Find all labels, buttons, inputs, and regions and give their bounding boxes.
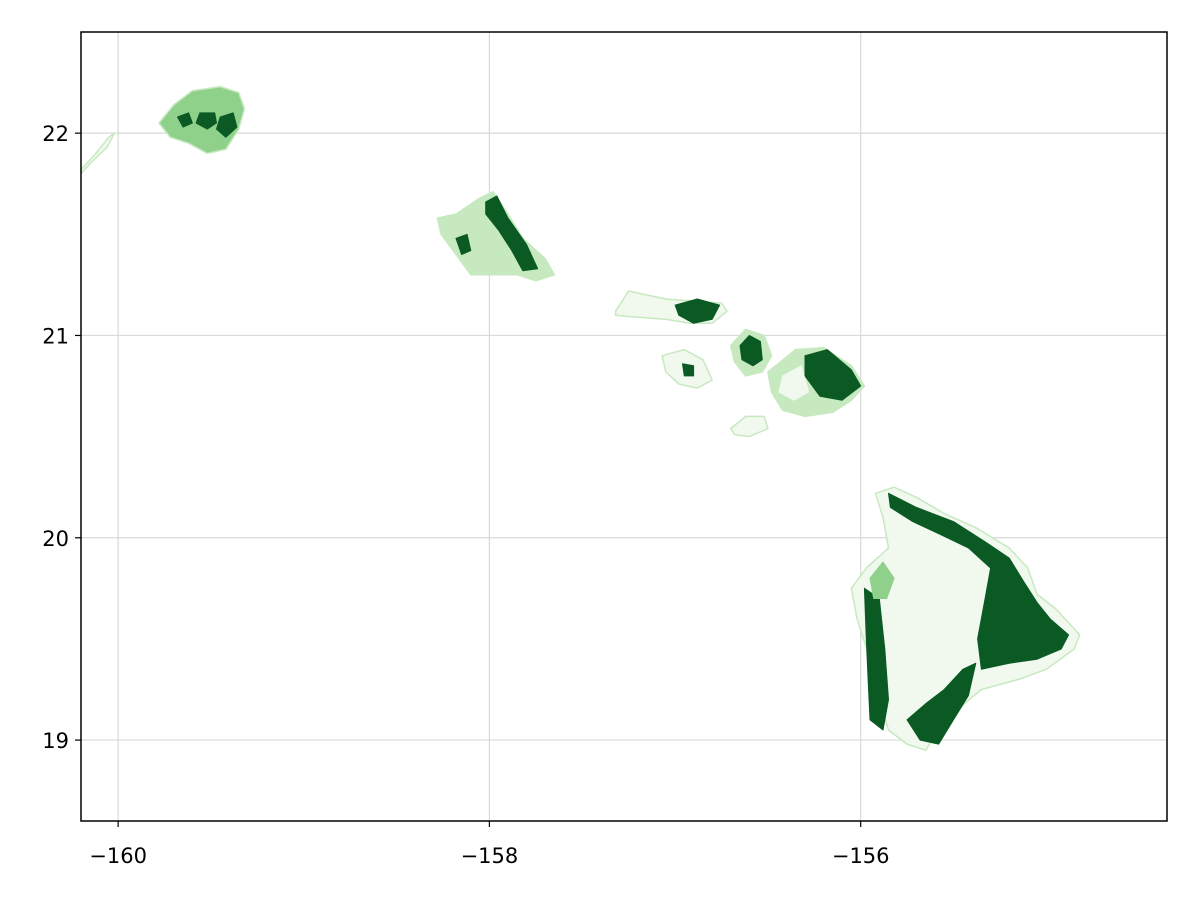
vegetation-patch bbox=[888, 492, 1070, 670]
vegetation-patch bbox=[906, 662, 977, 745]
grid-lines bbox=[81, 32, 1167, 821]
vegetation-patch bbox=[485, 195, 539, 272]
x-tick-label: −160 bbox=[89, 844, 147, 868]
plot-frame bbox=[80, 31, 1168, 822]
x-tick-label: −156 bbox=[832, 844, 890, 868]
island-kauai bbox=[158, 85, 246, 155]
island-oahu bbox=[436, 191, 556, 282]
axis-ticks: −160 −158 −156 19 20 21 22 bbox=[42, 122, 889, 868]
vegetation-patch bbox=[682, 363, 695, 377]
island-lanai bbox=[661, 348, 713, 389]
y-tick-label: 21 bbox=[42, 324, 69, 348]
islands-layer bbox=[80, 85, 1081, 751]
island-molokai bbox=[614, 290, 728, 325]
vegetation-patch bbox=[778, 365, 810, 401]
vegetation-patch bbox=[216, 112, 238, 138]
island-shape-kahoolawe bbox=[729, 415, 769, 438]
island-west-maui bbox=[729, 328, 773, 377]
y-tick-label: 22 bbox=[42, 122, 69, 146]
island-niihau bbox=[80, 132, 116, 175]
y-tick-label: 19 bbox=[42, 729, 69, 753]
island-kahoolawe bbox=[729, 415, 769, 438]
island-shape-niihau bbox=[80, 132, 116, 175]
vegetation-patch bbox=[195, 112, 217, 130]
vegetation-patch bbox=[869, 561, 895, 599]
island-shape-hawaii bbox=[850, 486, 1081, 751]
vegetation-patch bbox=[739, 335, 763, 367]
vegetation-patch bbox=[177, 112, 193, 128]
island-hawaii bbox=[850, 486, 1081, 751]
vegetation-patch bbox=[455, 233, 472, 255]
vegetation-patch bbox=[674, 298, 721, 324]
vegetation-patch bbox=[804, 349, 862, 401]
island-east-maui bbox=[767, 346, 866, 418]
y-tick-label: 20 bbox=[42, 527, 69, 551]
x-tick-label: −158 bbox=[461, 844, 519, 868]
vegetation-patch bbox=[863, 587, 889, 731]
